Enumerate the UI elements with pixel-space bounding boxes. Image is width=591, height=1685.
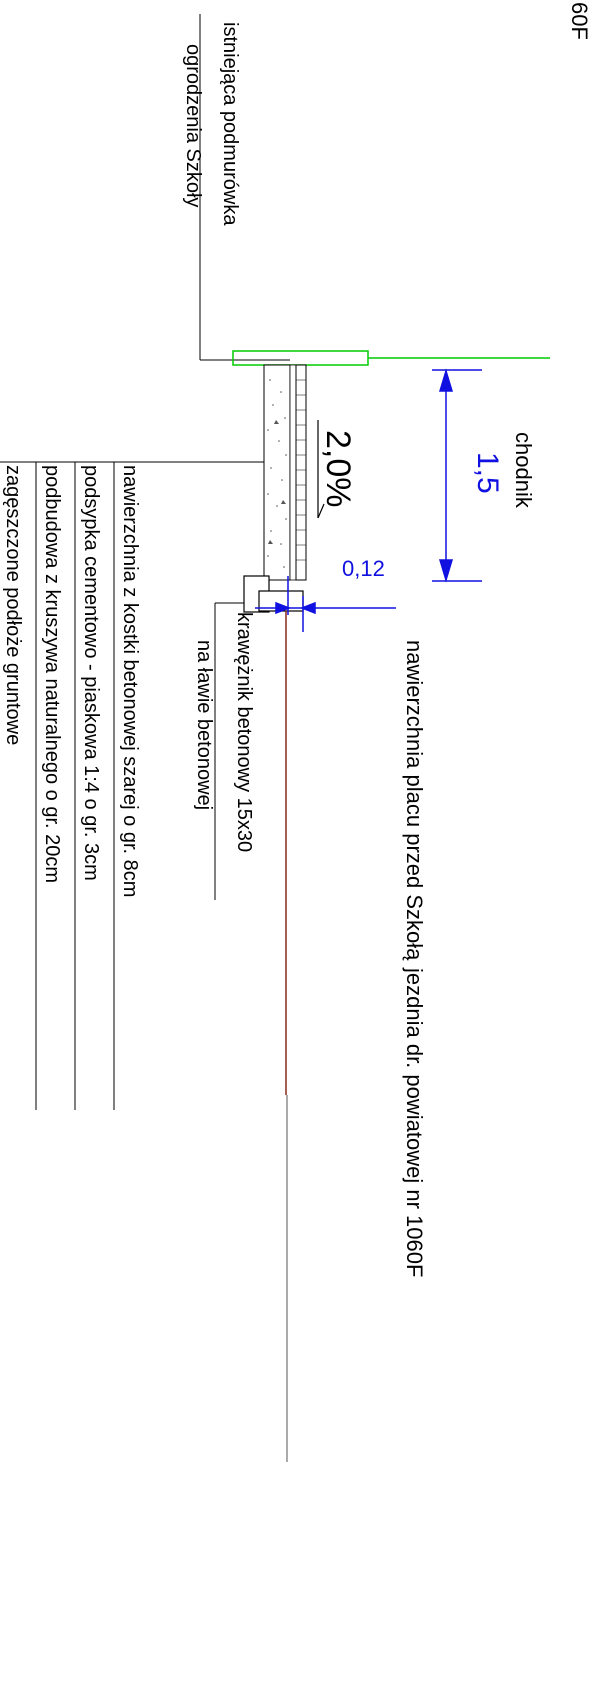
layer-4-label: zagęszczone podłoże gruntowe: [2, 465, 24, 745]
slope-arrow: [317, 420, 325, 519]
road-label: jezdnia dr. powiatowej nr 1060F: [402, 967, 427, 1277]
layer-2-label: podsypka cementowo - piaskowa 1:4 o gr. …: [80, 465, 102, 881]
curb-label-line2: na ławie betonowej: [193, 640, 215, 810]
existing-wall-leader: [199, 14, 290, 361]
bedding-layer: [289, 364, 297, 581]
existing-wall-label-line2: ogrodzenia Szkoły: [182, 44, 204, 207]
offset-dimension: [255, 576, 396, 632]
sidewalk-dimension: [432, 368, 482, 583]
aggregate-dots: [267, 379, 287, 568]
paving-joints: [296, 379, 306, 561]
aggregate-base: [263, 364, 291, 581]
curb-label-line1: krawężnik betonowy 15x30: [233, 612, 255, 852]
fence-foundation-outline: [232, 350, 369, 366]
paving-blocks: [295, 364, 307, 581]
layers-leader: [0, 461, 300, 1110]
offset-label: 0,12: [342, 556, 385, 581]
sidewalk-structure: [263, 364, 307, 581]
road-code-fragment-label: 60F: [567, 2, 591, 40]
layer-1-label: nawierzchnia z kostki betonowej szarej o…: [119, 465, 141, 897]
square-surface-label: nawierzchnia placu przed Szkołą: [402, 640, 427, 961]
slope-label: 2,0%: [319, 430, 357, 508]
layer-3-label: podbudowa z kruszywa naturalnego o gr. 2…: [41, 465, 63, 883]
curb: [243, 575, 304, 613]
sidewalk-label: chodnik: [511, 432, 536, 509]
sidewalk-width-label: 1,5: [471, 452, 504, 494]
existing-wall-label-line1: istniejąca podmurówka: [219, 22, 241, 226]
